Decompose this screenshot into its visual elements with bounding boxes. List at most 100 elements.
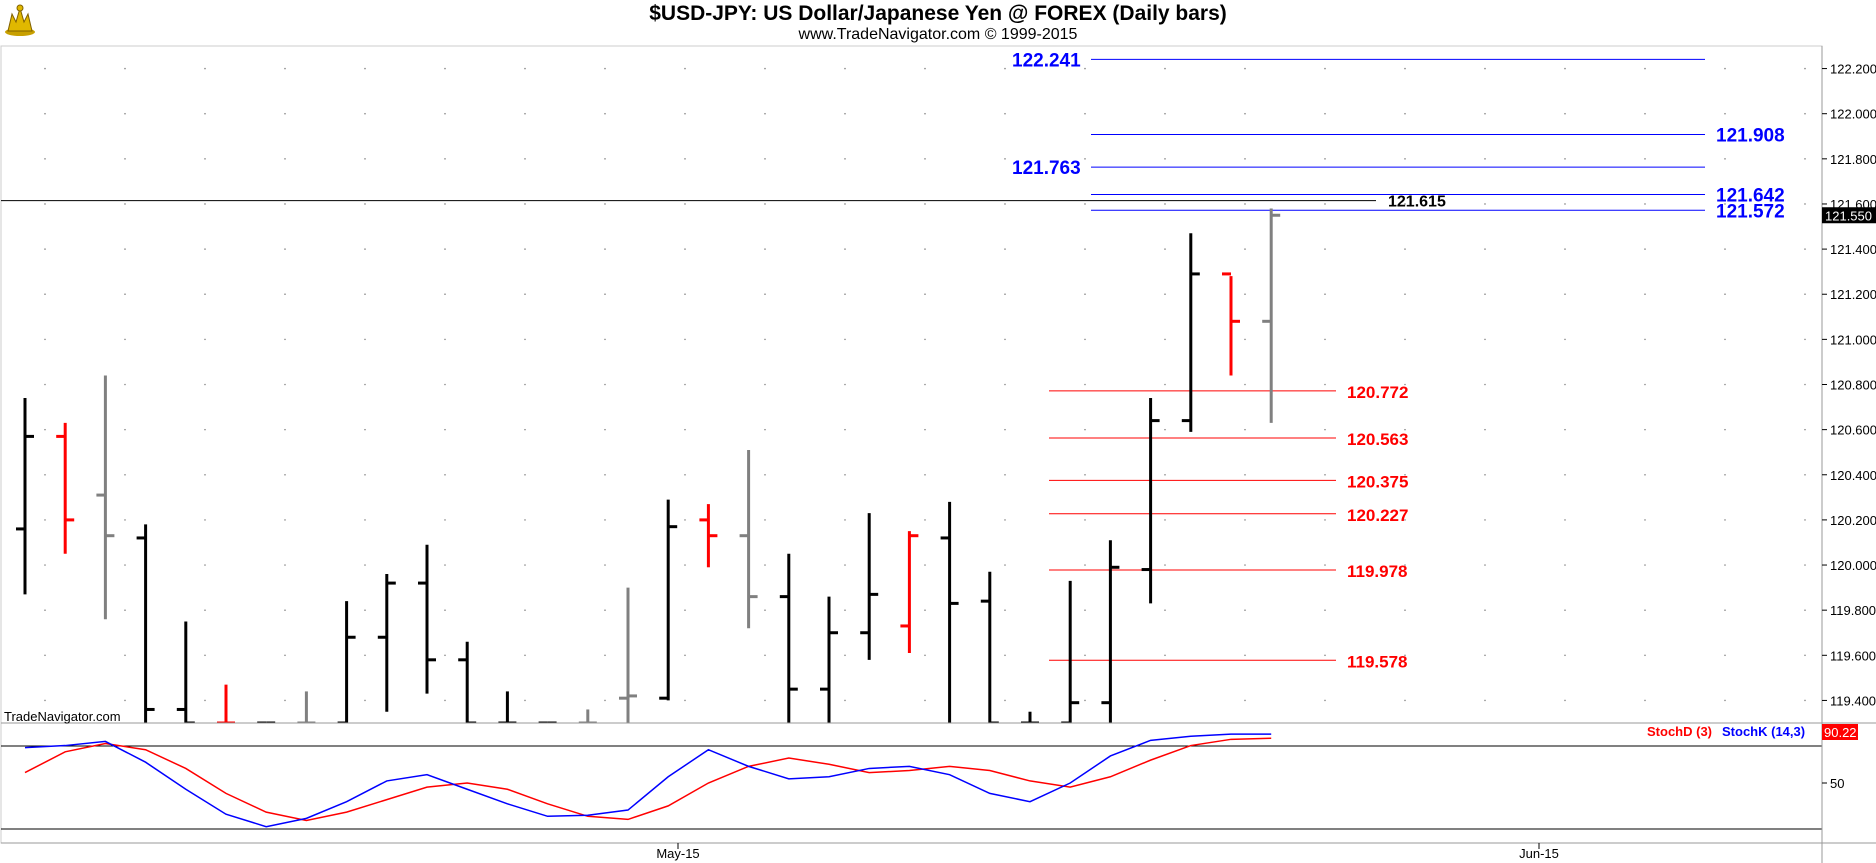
stoch-y-tick-label: 50 [1830, 776, 1844, 791]
grid-dot [1324, 67, 1326, 70]
fib-level-red-label: 120.227 [1347, 506, 1408, 525]
grid-dot [444, 203, 446, 205]
grid-dot [124, 248, 126, 250]
grid-dot [364, 383, 366, 386]
chart-header: $USD-JPY: US Dollar/Japanese Yen @ FOREX… [0, 0, 1876, 46]
grid-dot [684, 248, 686, 250]
grid-dot [684, 203, 686, 205]
grid-dot [1564, 519, 1566, 521]
ohlc-bar [739, 449, 758, 629]
grid-dot [1724, 293, 1726, 296]
grid-dot [1804, 654, 1806, 657]
grid-dot [524, 158, 526, 160]
grid-dot [1564, 383, 1566, 386]
grid-dot [284, 654, 286, 657]
grid-dot [844, 203, 846, 205]
grid-dot [1244, 338, 1246, 341]
grid-dot [764, 112, 766, 115]
stoch-last-value-box [1822, 724, 1858, 740]
grid-dot [1244, 67, 1246, 70]
grid-dot [844, 699, 846, 702]
grid-dot [444, 519, 446, 521]
grid-dot [204, 383, 206, 386]
grid-dot [1564, 112, 1566, 115]
grid-dot [1004, 158, 1006, 160]
grid-dot [844, 564, 846, 566]
grid-dot [284, 699, 286, 702]
grid-dot [1244, 158, 1246, 160]
grid-dot [764, 203, 766, 205]
grid-dot [1164, 428, 1166, 431]
grid-dot [844, 383, 846, 386]
stoch-k-legend: StochK (14,3) [1722, 724, 1805, 739]
grid-dot [44, 654, 46, 657]
grid-dot [124, 112, 126, 115]
grid-dot [44, 248, 46, 250]
grid-dot [1804, 609, 1806, 611]
grid-dot [1004, 609, 1006, 611]
grid-dot [1724, 112, 1726, 115]
grid-dot [604, 383, 606, 386]
grid-dot [1804, 293, 1806, 296]
grid-dot [604, 203, 606, 205]
grid-dot [364, 699, 366, 702]
grid-dot [764, 473, 766, 476]
grid-dot [284, 248, 286, 250]
grid-dot [1804, 564, 1806, 566]
price-plot-area [0, 45, 1823, 724]
grid-dot [684, 654, 686, 657]
grid-dot [1084, 293, 1086, 296]
y-tick-label: 120.400 [1830, 468, 1876, 483]
grid-dot [1564, 609, 1566, 611]
grid-dot [764, 158, 766, 160]
grid-dot [1324, 158, 1326, 160]
grid-dot [924, 338, 926, 341]
grid-dot [124, 338, 126, 341]
grid-dot [524, 609, 526, 611]
grid-dot [604, 158, 606, 160]
grid-dot [1484, 473, 1486, 476]
grid-dot [1804, 519, 1806, 521]
grid-dot [524, 293, 526, 296]
grid-dot [1004, 248, 1006, 250]
grid-dot [1804, 473, 1806, 476]
ohlc-bar [1101, 540, 1120, 723]
y-tick-label: 121.000 [1830, 332, 1876, 347]
grid-dot [604, 248, 606, 250]
grid-dot [1404, 67, 1406, 70]
ohlc-bar [659, 499, 678, 701]
grid-dot [1164, 699, 1166, 702]
grid-dot [1084, 338, 1086, 341]
grid-dot [44, 158, 46, 160]
stoch-k-line [24, 733, 1272, 828]
fib-level-blue-label: 121.908 [1716, 125, 1785, 146]
grid-dot [684, 338, 686, 341]
grid-dot [684, 383, 686, 386]
y-tick-label: 122.000 [1830, 107, 1876, 122]
grid-dot [604, 654, 606, 657]
grid-dot [924, 248, 926, 250]
ohlc-bar [16, 398, 34, 595]
grid-dot [1404, 428, 1406, 431]
grid-dot [284, 473, 286, 476]
grid-dot [204, 519, 206, 521]
grid-dot [1164, 519, 1166, 521]
grid-dot [204, 654, 206, 657]
grid-dot [1324, 248, 1326, 250]
grid-dot [684, 519, 686, 521]
grid-dot [444, 564, 446, 566]
y-tick-label: 119.800 [1830, 603, 1876, 618]
grid-dot [924, 609, 926, 611]
grid-dot [1004, 112, 1006, 115]
grid-dot [844, 248, 846, 250]
grid-dot [1164, 112, 1166, 115]
grid-dot [924, 383, 926, 386]
grid-dot [1324, 428, 1326, 431]
ohlc-bar [56, 422, 75, 554]
grid-dot [284, 428, 286, 431]
grid-dot [1324, 699, 1326, 702]
grid-dot [1644, 338, 1646, 341]
grid-dot [524, 383, 526, 386]
grid-dot [44, 112, 46, 115]
fib-level-red-label: 120.375 [1347, 472, 1408, 491]
